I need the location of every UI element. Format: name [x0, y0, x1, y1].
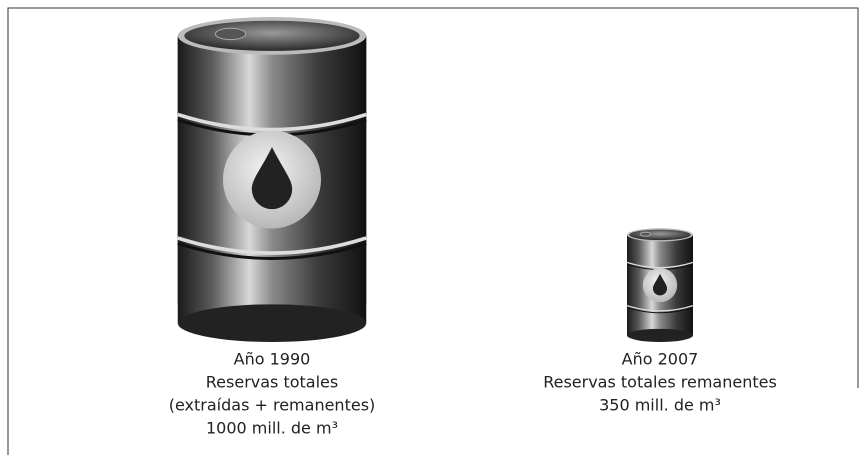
frame	[7, 7, 859, 455]
barrel	[177, 16, 367, 342]
barrel-rib-shadow	[177, 242, 367, 260]
value-label: 350 mill. de m³	[599, 396, 721, 415]
barrel-cap	[639, 231, 652, 237]
description: Reservas totales	[206, 373, 338, 392]
oil-drop	[652, 273, 668, 296]
barrel-bottom	[627, 328, 693, 342]
category-label: Año 1990	[234, 350, 311, 369]
barrel-rib	[177, 236, 367, 255]
barrel-rib	[626, 304, 694, 312]
description: Reservas totales remanentes	[543, 373, 777, 392]
barrel-cap	[214, 27, 247, 41]
barrel-top	[629, 229, 691, 241]
barrel-rib	[626, 261, 694, 269]
barrel	[626, 228, 694, 342]
oil-drop	[251, 147, 293, 210]
barrel-bottom	[177, 304, 367, 342]
barrel-rib-shadow	[626, 307, 694, 314]
value-label: 1000 mill. de m³	[206, 419, 338, 438]
category-label: Año 2007	[622, 350, 699, 369]
barrel-rib	[177, 112, 367, 132]
description: (extraídas + remanentes)	[169, 396, 376, 415]
barrel-top	[184, 20, 360, 51]
